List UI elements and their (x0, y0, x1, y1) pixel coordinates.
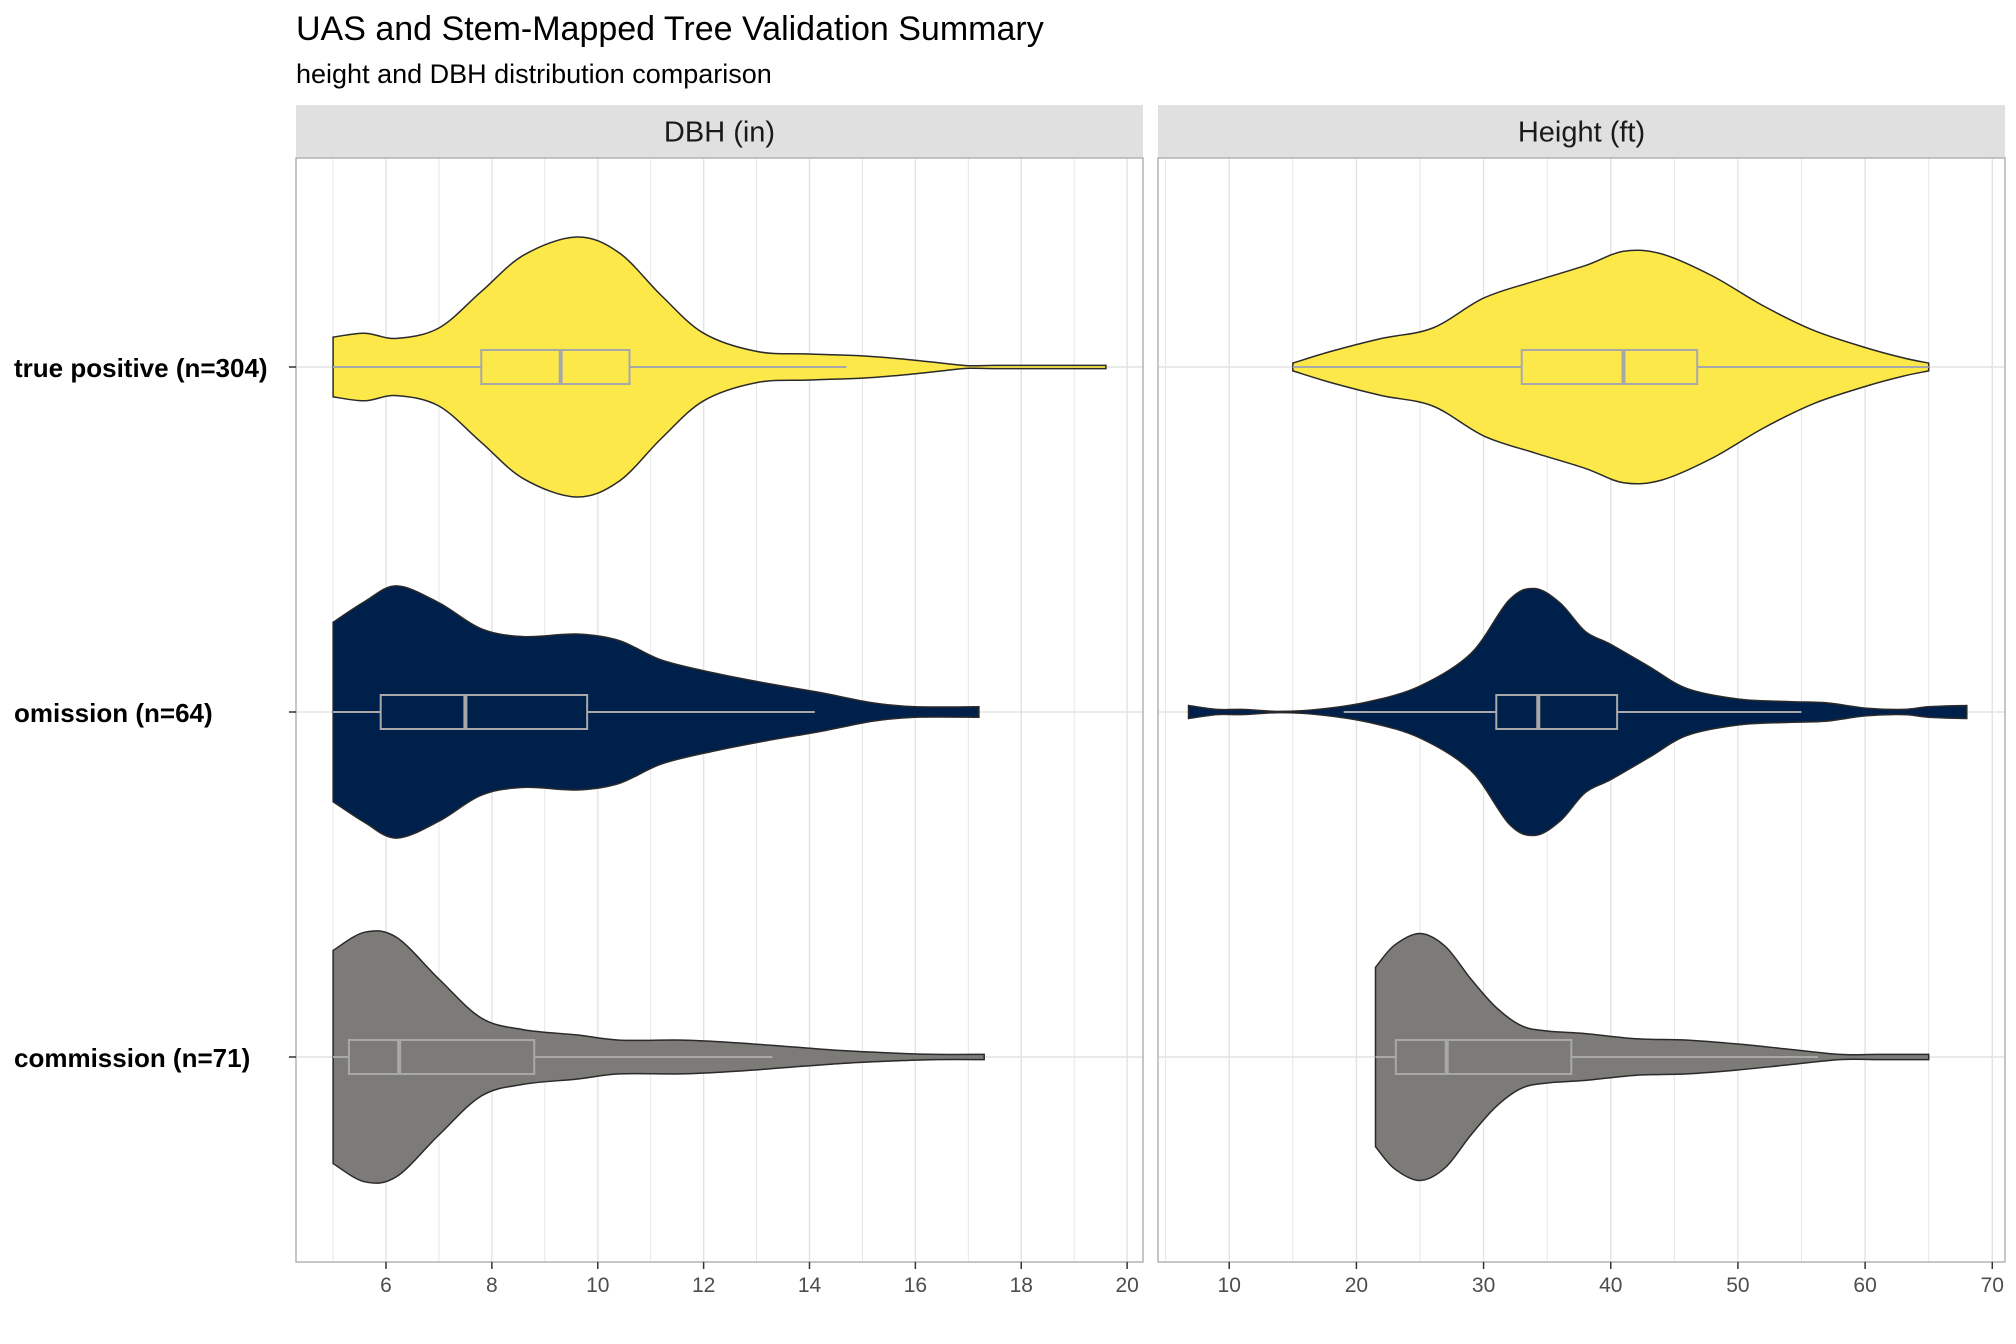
y-tick-label-commission: commission (n=71) (14, 1043, 250, 1073)
panel-dbh: DBH (in) 6 8 10 12 14 16 18 20 (296, 105, 1143, 1297)
x-tick-label-40: 40 (1599, 1274, 1622, 1297)
x-tick-label-10: 10 (586, 1274, 609, 1297)
facet-label-height: Height (ft) (1518, 117, 1645, 149)
x-tick-label-8: 8 (486, 1274, 498, 1297)
y-tick-label-omission: omission (n=64) (14, 698, 213, 728)
x-tick-label-18: 18 (1010, 1274, 1033, 1297)
panel-height: Height (ft) 10 20 30 40 50 60 70 (1158, 105, 2005, 1297)
x-tick-label-14: 14 (798, 1274, 822, 1297)
x-tick-label-70: 70 (1981, 1274, 2004, 1297)
x-tick-label-6: 6 (380, 1274, 392, 1297)
chart-subtitle: height and DBH distribution comparison (296, 59, 772, 89)
x-tick-label-30: 30 (1472, 1274, 1495, 1297)
x-tick-label-16: 16 (904, 1274, 927, 1297)
chart-title: UAS and Stem-Mapped Tree Validation Summ… (296, 10, 1044, 48)
x-tick-label-20: 20 (1345, 1274, 1368, 1297)
x-tick-label-12: 12 (692, 1274, 715, 1297)
y-tick-label-true-positive: true positive (n=304) (14, 353, 268, 383)
facet-panels: DBH (in) 6 8 10 12 14 16 18 20 Height (ft) 10 20 30 4… (296, 105, 2005, 1297)
x-tick-label-60: 60 (1853, 1274, 1876, 1297)
x-tick-label-20: 20 (1115, 1274, 1138, 1297)
x-tick-label-10: 10 (1218, 1274, 1241, 1297)
y-axis-labels: true positive (n=304) omission (n=64) comm… (14, 353, 296, 1073)
x-tick-label-50: 50 (1726, 1274, 1749, 1297)
facet-label-dbh: DBH (in) (664, 117, 775, 149)
